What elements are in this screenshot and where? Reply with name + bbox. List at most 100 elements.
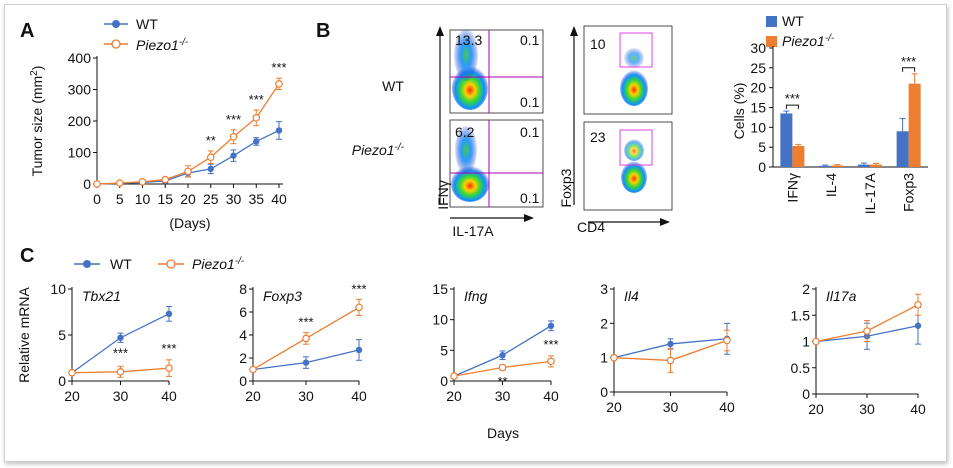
- data-point-wt: [165, 310, 173, 318]
- legend-c-ko-marker: [166, 259, 176, 269]
- bar-wt: [780, 113, 793, 167]
- flow-density-blob: [621, 161, 647, 193]
- data-point-wt: [302, 359, 310, 366]
- x-tick-label: 10: [135, 191, 151, 207]
- data-point-piezo1: [93, 180, 101, 188]
- y-tick-label: 0: [83, 176, 91, 192]
- chart-c-xlabel: Days: [487, 425, 519, 441]
- x-tick-label: 20: [446, 388, 462, 404]
- flow-right-ylabel: Foxp3: [558, 168, 574, 207]
- x-tick-label: 20: [180, 191, 196, 207]
- flow-left-xlabel: IL-17A: [452, 223, 494, 239]
- data-point-piezo1: [206, 153, 215, 162]
- legend-b-ko-label: Piezo1-/-: [782, 33, 835, 49]
- x-tick-label: 20: [606, 399, 622, 415]
- y-tick-label: 2: [802, 281, 810, 297]
- data-point-piezo1: [252, 114, 261, 122]
- bar-wt: [896, 131, 909, 167]
- significance-label: ***: [351, 281, 366, 296]
- x-tick-label: 5: [116, 191, 124, 207]
- foxp3-gate: [619, 32, 653, 68]
- data-point-piezo1: [249, 365, 257, 374]
- flow-wt-foxp3-value: 10: [590, 36, 606, 52]
- flow-ko-q4: 0.1: [520, 190, 540, 206]
- flow-density-blob: [454, 29, 478, 81]
- panel-letter-b: B: [316, 20, 330, 42]
- flow-ko-q2: 0.1: [520, 124, 540, 140]
- x-tick-label: 0: [93, 191, 101, 207]
- x-tick-label: 40: [351, 388, 367, 404]
- x-tick-label: 40: [161, 388, 177, 404]
- y-tick-label: 5: [440, 342, 448, 358]
- subplot-title: Il17a: [826, 288, 857, 304]
- y-tick-label: 15: [432, 281, 448, 297]
- chart-b-ylabel: Cells (%): [731, 83, 747, 140]
- bar-wt: [857, 164, 870, 167]
- x-tick-label: 20: [245, 388, 261, 404]
- y-tick-label: 20: [750, 80, 766, 96]
- y-tick-label: 4: [239, 327, 247, 343]
- y-tick-label: 100: [68, 145, 92, 161]
- y-tick-label: 5: [758, 139, 766, 155]
- legend-c: WT Piezo1-/-: [74, 256, 245, 272]
- data-point-piezo1: [547, 357, 555, 366]
- data-point-piezo1: [666, 356, 675, 365]
- data-point-wt: [253, 138, 260, 145]
- flow-row-label-wt: WT: [382, 78, 404, 94]
- legend-b-wt-swatch: [766, 16, 777, 27]
- legend-b-wt-label: WT: [782, 13, 804, 29]
- data-point-piezo1: [275, 80, 283, 88]
- flow-wt-q2: 0.1: [520, 32, 540, 48]
- y-tick-label: 25: [750, 60, 766, 76]
- legend-c-wt-marker: [83, 260, 91, 268]
- data-point-wt: [275, 127, 283, 134]
- data-point-wt: [667, 340, 674, 348]
- data-point-wt: [230, 152, 237, 159]
- data-point-piezo1: [115, 179, 124, 187]
- y-tick-label: 3: [600, 281, 608, 297]
- flow-wt-q1: 13.3: [455, 32, 482, 48]
- significance-label: **: [497, 374, 507, 389]
- y-tick-label: 0: [239, 373, 247, 389]
- data-point-piezo1: [138, 177, 147, 186]
- y-tick-label: 0: [440, 373, 448, 389]
- y-tick-label: 10: [432, 312, 448, 328]
- y-tick-label: 0: [758, 159, 766, 175]
- flow-density-blob: [620, 70, 648, 106]
- data-point-piezo1: [914, 300, 922, 309]
- y-tick-label: 1: [600, 350, 608, 366]
- significance-label: ***: [271, 60, 286, 75]
- subplot-title: Foxp3: [263, 288, 302, 304]
- data-point-piezo1: [498, 363, 507, 372]
- chart-a-ylabel: Tumor size (mm2): [29, 66, 45, 177]
- legend-b: WT Piezo1-/-: [766, 13, 835, 49]
- x-tick-label: 20: [808, 401, 824, 417]
- flow-ko-q1: 6.2: [455, 124, 475, 140]
- significance-label: **: [206, 133, 216, 148]
- legend-b-ko-swatch: [766, 36, 777, 47]
- data-point-wt: [355, 346, 363, 354]
- x-tick-label: 30: [859, 401, 875, 417]
- flow-plot-wt-ifng: [449, 29, 544, 114]
- y-tick-label: 10: [50, 281, 66, 297]
- flow-ko-foxp3-value: 23: [590, 129, 606, 145]
- significance-bracket: [785, 104, 799, 110]
- subplot-foxp3: 0 2 4 6 8 20 30 40 Foxp3 *** ***: [239, 281, 367, 404]
- y-tick-label: 8: [239, 281, 247, 297]
- x-tick-label: 25: [203, 191, 219, 207]
- flow-wt-q4: 0.1: [520, 94, 540, 110]
- data-point-wt: [207, 165, 214, 173]
- significance-label: ***: [249, 92, 264, 107]
- x-tick-label: 20: [64, 388, 80, 404]
- x-tick-label: 30: [495, 388, 511, 404]
- category-label: IL-17A: [862, 172, 878, 214]
- data-point-wt: [914, 322, 922, 329]
- subplot-tbx21: 0 5 10 20 30 40 Tbx21 *** ***: [50, 281, 177, 404]
- legend-a: WT Piezo1-/-: [104, 16, 189, 53]
- y-tick-label: 0: [600, 384, 608, 400]
- flow-row-label-ko: Piezo1-/-: [352, 142, 405, 158]
- significance-label: ***: [226, 112, 241, 127]
